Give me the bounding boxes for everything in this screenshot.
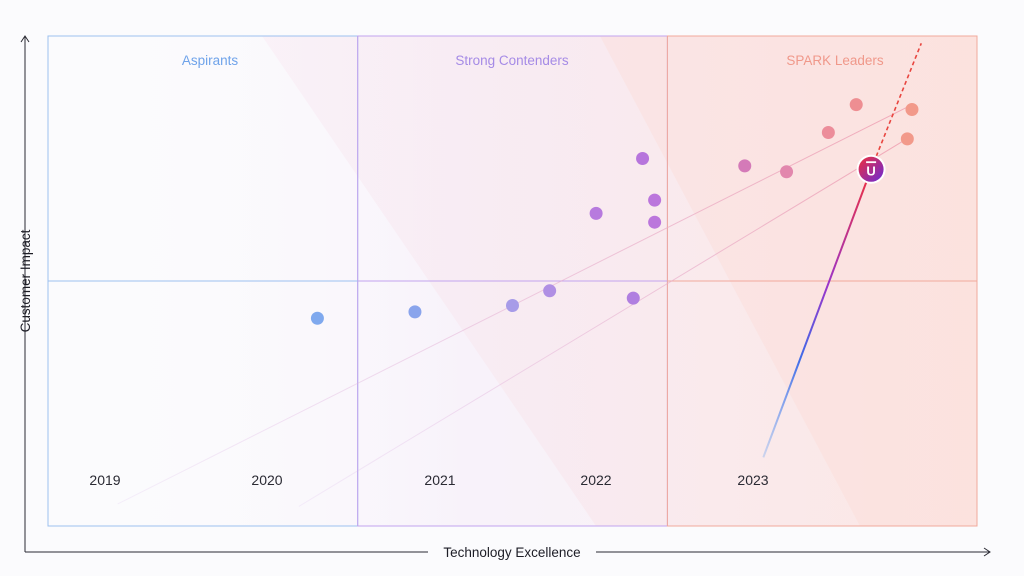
quadrant-label-leaders: SPARK Leaders [786,53,884,68]
logo-bar-icon [866,161,877,164]
data-point[interactable] [821,126,835,140]
data-point[interactable] [310,311,324,325]
data-point[interactable] [589,206,603,220]
trend-line [298,140,903,507]
data-point[interactable] [780,165,794,179]
data-point[interactable] [626,291,640,305]
x-axis-arrowhead [983,547,991,557]
data-point[interactable] [636,152,650,165]
y-axis-arrowhead [20,35,30,43]
quadrant-label-contenders: Strong Contenders [455,53,569,68]
data-point[interactable] [506,299,519,312]
data-point[interactable] [543,284,557,298]
data-points [310,98,919,325]
year-label-2019: 2019 [89,472,120,488]
x-axis-label: Technology Excellence [443,545,580,560]
highlight-layer: U [856,154,886,184]
data-point[interactable] [648,193,662,207]
trend-line [870,43,923,170]
data-point[interactable] [900,132,914,146]
highlight-label: U [866,163,875,178]
data-point[interactable] [849,98,863,112]
data-point[interactable] [648,215,662,229]
data-point[interactable] [408,305,422,319]
year-label-2021: 2021 [424,472,455,488]
highlight-marker[interactable] [858,156,884,182]
year-label-2020: 2020 [251,472,282,488]
quadrant-label-aspirants: Aspirants [182,53,239,68]
data-point[interactable] [738,159,752,173]
y-axis-label: Customer Impact [18,229,33,332]
trend-line [762,168,873,458]
year-label-2023: 2023 [737,472,768,488]
data-point[interactable] [905,103,919,116]
year-label-2022: 2022 [580,472,611,488]
